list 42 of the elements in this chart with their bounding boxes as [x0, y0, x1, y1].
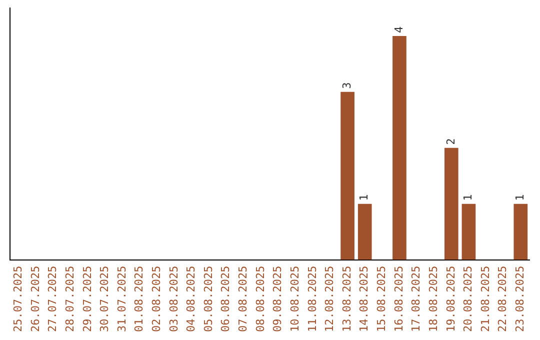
x-tick-label: 09.08.2025 — [271, 266, 284, 332]
data-label: 1 — [513, 194, 526, 201]
x-tick-label: 15.08.2025 — [375, 266, 388, 332]
x-tick-label: 31.07.2025 — [115, 266, 128, 332]
x-tick-label: 26.07.2025 — [28, 266, 42, 332]
x-tick-label: 05.08.2025 — [202, 266, 215, 332]
x-tick-label: 30.07.2025 — [98, 266, 112, 332]
bar — [340, 92, 354, 260]
x-tick-label: 25.07.2025 — [12, 266, 25, 332]
x-tick-label: 18.08.2025 — [426, 266, 440, 332]
data-label: 3 — [340, 82, 354, 89]
x-tick-label: 17.08.2025 — [410, 266, 423, 332]
x-tick-label: 08.08.2025 — [254, 266, 267, 332]
x-tick-label: 04.08.2025 — [184, 266, 198, 332]
data-label: 2 — [444, 138, 458, 145]
x-tick-label: 01.08.2025 — [132, 266, 146, 332]
data-label: 4 — [392, 26, 406, 33]
x-tick-label: 27.07.2025 — [46, 266, 60, 332]
x-tick-label: 13.08.2025 — [340, 266, 354, 332]
x-tick-label: 28.07.2025 — [63, 266, 76, 332]
x-tick-label: 11.08.2025 — [306, 266, 319, 332]
x-tick-label: 29.07.2025 — [80, 266, 94, 332]
x-tick-label: 16.08.2025 — [392, 266, 406, 332]
x-tick-label: 07.08.2025 — [236, 266, 250, 332]
bar — [514, 204, 528, 260]
x-tick-label: 03.08.2025 — [167, 266, 180, 332]
x-tick-label: 14.08.2025 — [358, 266, 371, 332]
x-tick-label: 12.08.2025 — [323, 266, 336, 332]
bar — [392, 36, 406, 260]
bar — [462, 204, 476, 260]
x-tick-label: 19.08.2025 — [444, 266, 458, 332]
x-tick-label: 21.08.2025 — [478, 266, 492, 332]
x-tick-label: 06.08.2025 — [219, 266, 232, 332]
x-tick-label: 20.08.2025 — [462, 266, 475, 332]
x-tick-label: 10.08.2025 — [288, 266, 302, 332]
data-label: 1 — [358, 194, 371, 201]
x-tick-label: 22.08.2025 — [496, 266, 510, 332]
bar — [358, 204, 372, 260]
x-tick-label: 23.08.2025 — [513, 266, 526, 332]
x-tick-label: 02.08.2025 — [150, 266, 163, 332]
bar — [444, 148, 458, 260]
data-label: 1 — [462, 194, 475, 201]
